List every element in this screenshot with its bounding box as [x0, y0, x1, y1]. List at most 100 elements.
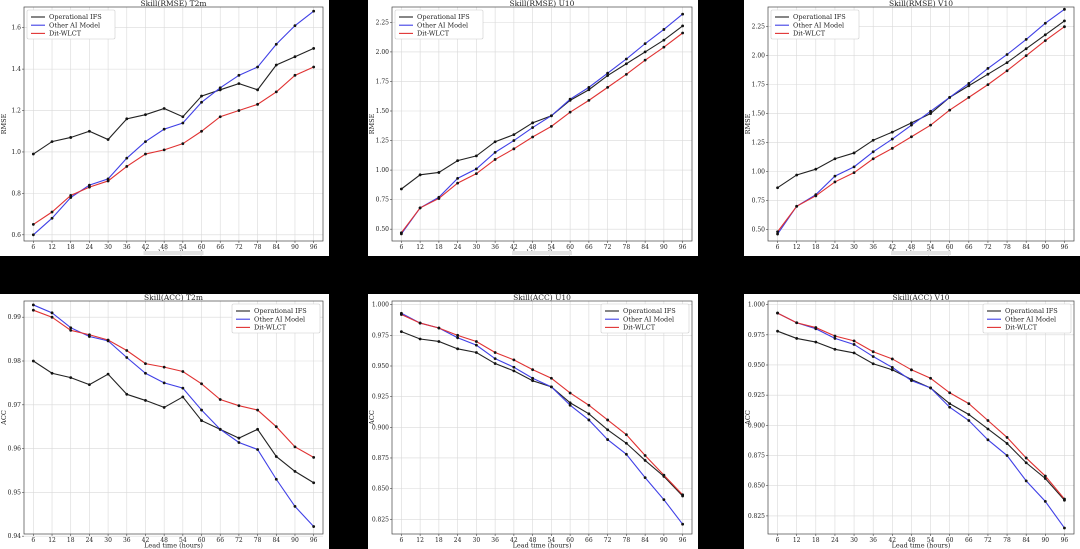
legend-label: Operational IFS: [417, 13, 470, 21]
y-axis-label: ACC: [0, 410, 8, 426]
data-point: [181, 115, 185, 119]
y-axis-label: ACC: [744, 410, 752, 426]
grid: [24, 7, 323, 241]
data-point: [312, 525, 316, 528]
series-line: [777, 312, 1065, 529]
data-point: [795, 337, 799, 340]
data-point: [237, 73, 241, 77]
y-tick-label: 0.950: [748, 362, 765, 369]
data-point: [293, 445, 297, 449]
x-tick-label: 66: [585, 244, 593, 251]
data-point: [643, 459, 647, 462]
legend-label: Dit-WLCT: [417, 30, 450, 38]
data-point: [274, 90, 278, 94]
x-tick-label: 78: [254, 537, 262, 544]
x-tick-label: 30: [850, 244, 858, 251]
y-tick-label: 2.00: [752, 53, 766, 60]
data-point: [312, 47, 316, 50]
data-point: [587, 418, 591, 422]
data-point: [512, 369, 516, 373]
y-tick-label: 0.900: [372, 424, 389, 431]
x-tick-label: 78: [1003, 537, 1011, 544]
x-tick-label: 54: [548, 537, 556, 544]
data-point: [986, 72, 990, 76]
data-point: [1043, 474, 1047, 478]
series-operational-ifs: [31, 359, 316, 485]
data-point: [474, 167, 478, 171]
x-tick-label: 96: [1061, 537, 1069, 544]
data-point: [218, 115, 222, 119]
data-point: [237, 404, 241, 408]
legend-box: [600, 303, 690, 334]
x-tick-label: 78: [623, 537, 631, 544]
data-point: [833, 337, 837, 340]
data-point: [833, 334, 837, 338]
y-tick-label: 0.900: [748, 422, 765, 429]
series-line: [401, 25, 683, 190]
chart-acc-t2m: 6 12 18 24 30 36 42 48 54 60 66 72 78 84 90 960.940.950…: [0, 294, 324, 549]
data-point: [814, 167, 818, 171]
data-point: [910, 379, 913, 383]
data-point: [1043, 21, 1047, 25]
data-point: [643, 476, 647, 479]
data-point: [312, 9, 316, 13]
x-tick-label: 60: [566, 244, 574, 251]
x-tick-label: 48: [160, 244, 168, 251]
data-point: [437, 171, 441, 174]
data-point: [852, 339, 856, 343]
data-point: [814, 194, 818, 198]
data-point: [871, 150, 875, 154]
x-ticks: 6 12 18 24 30 36 42 48 54 60 66 72 78 84 90 96: [31, 241, 318, 251]
y-ticks: 0.50 0.75 1.00 1.25 1.50 1.75 2.00 2.25: [752, 24, 768, 233]
data-point: [776, 329, 779, 333]
x-tick-label: 84: [1022, 537, 1030, 544]
x-tick-label: 6: [399, 537, 403, 544]
x-tick-label: 42: [142, 244, 150, 251]
data-point: [606, 418, 610, 422]
x-ticks: 6 12 18 24 30 36 42 48 54 60 66 72 78 84 90 96: [399, 534, 687, 544]
data-point: [50, 315, 54, 319]
x-tick-label: 90: [660, 244, 668, 251]
data-point: [929, 112, 932, 115]
x-tick-label: 72: [604, 537, 612, 544]
data-point: [948, 402, 952, 406]
series-operational-ifs: [776, 329, 1066, 502]
data-point: [1005, 53, 1009, 56]
data-point: [776, 186, 779, 190]
series-other-ai-model: [31, 9, 316, 237]
chart-title: Skill(ACC) U10: [513, 294, 571, 302]
data-point: [852, 165, 856, 169]
data-point: [1024, 47, 1028, 51]
series-dit-wlct: [776, 311, 1066, 501]
x-tick-label: 78: [623, 244, 631, 251]
y-ticks: 0.50 0.75 1.00 1.25 1.50 1.75 2.00 2.25: [376, 19, 392, 233]
x-tick-label: 96: [1061, 244, 1069, 251]
x-tick-label: 96: [310, 537, 318, 544]
x-tick-label: 54: [548, 244, 556, 251]
x-tick-label: 84: [272, 537, 280, 544]
data-point: [106, 177, 110, 181]
data-point: [967, 95, 971, 99]
data-point: [776, 311, 779, 315]
data-point: [814, 326, 818, 329]
series-line: [33, 47, 314, 155]
y-tick-label: 0.99: [8, 314, 22, 321]
data-point: [399, 187, 403, 191]
data-point: [293, 24, 297, 28]
data-point: [662, 38, 666, 42]
data-point: [218, 88, 222, 92]
series-line: [33, 309, 314, 458]
y-tick-label: 0.95: [8, 489, 22, 496]
series-line: [777, 8, 1065, 235]
grid: [392, 7, 692, 241]
legend-label: Dit-WLCT: [1005, 324, 1038, 332]
data-point: [929, 376, 932, 380]
data-point: [512, 139, 516, 142]
data-point: [181, 395, 185, 399]
plot-frame: [391, 300, 693, 535]
data-point: [1005, 442, 1009, 445]
legend-label: Other AI Model: [49, 21, 100, 29]
y-ticks: 0.825 0.850 0.875 0.900 0.925 0.950 0.975 1.000: [372, 302, 392, 523]
data-point: [69, 194, 73, 197]
data-point: [456, 336, 460, 340]
